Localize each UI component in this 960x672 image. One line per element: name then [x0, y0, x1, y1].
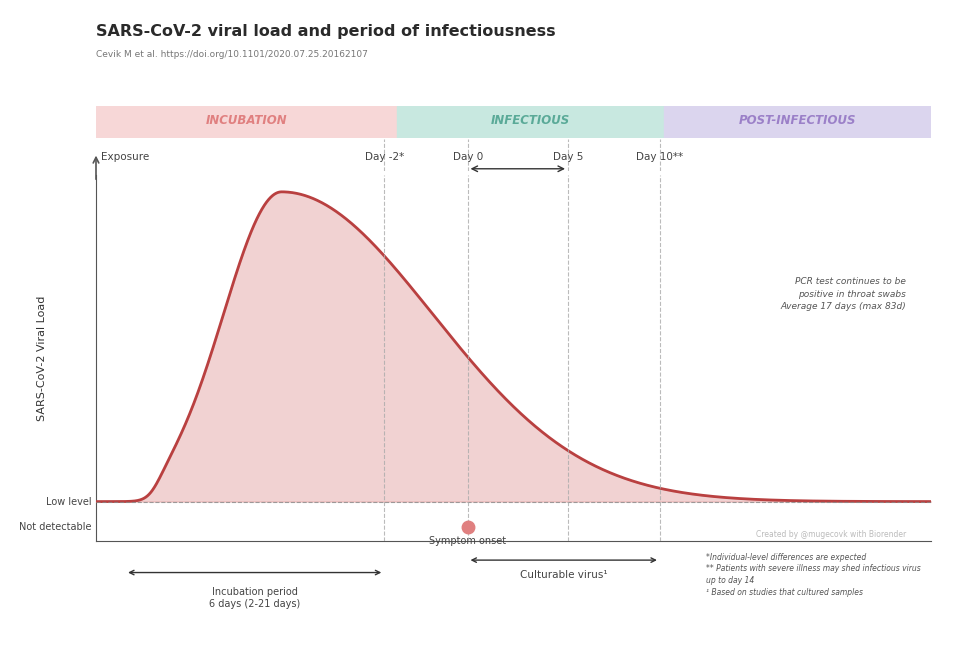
Text: Not detectable: Not detectable: [19, 521, 92, 532]
Text: *Individual-level differences are expected
** Patients with severe illness may s: *Individual-level differences are expect…: [706, 552, 921, 597]
Text: SARS-CoV-2 Viral Load: SARS-CoV-2 Viral Load: [36, 295, 47, 421]
Text: POST-INFECTIOUS: POST-INFECTIOUS: [739, 114, 856, 128]
Text: Cevik M et al. https://doi.org/10.1101/2020.07.25.20162107: Cevik M et al. https://doi.org/10.1101/2…: [96, 50, 368, 59]
Text: INFECTIOUS: INFECTIOUS: [491, 114, 570, 128]
Text: Low level: Low level: [46, 497, 92, 507]
Text: PCR test continues to be
positive in throat swabs
Average 17 days (max 83d): PCR test continues to be positive in thr…: [780, 278, 906, 311]
Bar: [664, 106, 931, 138]
Text: Culturable virus¹: Culturable virus¹: [520, 570, 608, 580]
Text: Symptom onset: Symptom onset: [429, 536, 506, 546]
Bar: [396, 106, 664, 138]
Text: Day 5: Day 5: [553, 152, 583, 162]
Text: Day 0: Day 0: [452, 152, 483, 162]
Text: INCUBATION: INCUBATION: [205, 114, 287, 128]
Text: Day -2*: Day -2*: [365, 152, 404, 162]
Text: Incubation period
6 days (2-21 days): Incubation period 6 days (2-21 days): [209, 587, 300, 609]
Bar: [96, 106, 396, 138]
Text: Day 10**: Day 10**: [636, 152, 684, 162]
Text: SARS-CoV-2 viral load and period of infectiousness: SARS-CoV-2 viral load and period of infe…: [96, 24, 556, 38]
Text: Created by @mugecovk with Biorender: Created by @mugecovk with Biorender: [756, 530, 906, 539]
Text: Exposure: Exposure: [101, 152, 150, 162]
Text: Highly infectious: Highly infectious: [477, 176, 559, 186]
